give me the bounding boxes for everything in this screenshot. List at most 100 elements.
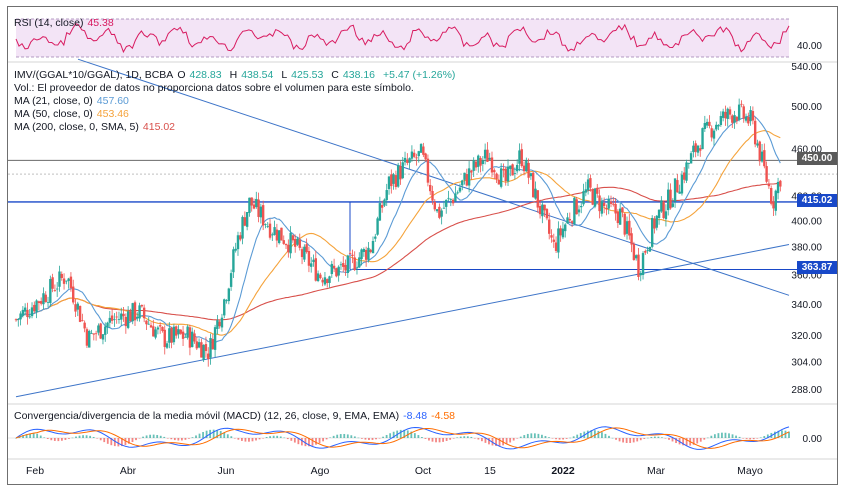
macd-histogram-bar (198, 433, 201, 438)
candle (390, 169, 393, 194)
candle (769, 185, 773, 206)
macd-histogram-bar (318, 438, 321, 444)
candle-body (284, 244, 288, 246)
candle (401, 156, 404, 180)
candle-body (534, 188, 537, 199)
candle-body (644, 250, 647, 253)
candle-body (385, 190, 388, 201)
chart-svg[interactable]: 40.00 0.00 288.00 304.00 320.00 340.00 360.0… (8, 7, 838, 485)
candle (303, 244, 306, 263)
macd-histogram-bar (629, 438, 632, 443)
macd-histogram-bar (378, 438, 381, 439)
candle (586, 174, 590, 195)
candle-body (454, 193, 457, 202)
candle-body (266, 226, 269, 227)
candle (396, 162, 400, 188)
candle-body (769, 187, 773, 204)
candle (147, 316, 150, 325)
candle (380, 200, 384, 213)
candle-body (408, 158, 411, 163)
candle (596, 183, 599, 198)
candle-body (749, 110, 752, 122)
macd-histogram-bar (357, 437, 360, 439)
macd-histogram-bar (643, 438, 646, 439)
candle (140, 304, 144, 308)
candle-body (689, 153, 693, 164)
candle-body (310, 263, 313, 267)
candle (486, 142, 489, 162)
candle (149, 322, 153, 328)
candle-body (120, 313, 123, 320)
candle-body (442, 207, 446, 209)
candle (733, 110, 736, 129)
candle-body (62, 278, 66, 284)
macd-histogram-bar (188, 438, 190, 439)
candle-body (641, 253, 645, 276)
candle-body (250, 197, 253, 206)
candle-body (179, 329, 182, 334)
candle-body (348, 253, 352, 254)
macd-histogram-bar (332, 435, 335, 438)
candle-body (152, 326, 155, 337)
candle (316, 270, 320, 283)
candle-body (376, 218, 379, 235)
candle-body (23, 307, 27, 312)
candle-body (72, 286, 75, 303)
candle-body (639, 273, 642, 276)
candle-body (433, 201, 436, 210)
candle-body (728, 109, 732, 115)
macd-histogram-bar (459, 436, 462, 438)
candle-body (358, 257, 361, 268)
candle-body (145, 320, 148, 325)
candle (554, 236, 558, 254)
candle (598, 189, 601, 219)
candle (181, 325, 185, 347)
candle (483, 143, 487, 165)
macd-histogram-bar (749, 438, 752, 440)
candle-body (694, 143, 697, 152)
candle-body (26, 309, 29, 318)
macd-histogram-bar (389, 433, 392, 438)
candle (293, 234, 297, 253)
candle-body (527, 162, 530, 178)
macd-histogram-bar (96, 438, 99, 439)
candle (378, 196, 382, 222)
candle-body (680, 174, 684, 194)
candle-body (660, 200, 663, 212)
candle (305, 238, 308, 254)
candle-body (543, 204, 546, 211)
macd-histogram-bar (173, 438, 176, 441)
candle (671, 198, 674, 208)
macd-histogram-bar (438, 438, 441, 443)
macd-histogram-bar (565, 438, 568, 439)
macd-histogram-bar (449, 438, 452, 440)
candle-body (488, 157, 491, 160)
macd-histogram-bar (135, 438, 137, 441)
candle (241, 215, 244, 245)
candle (728, 106, 732, 120)
macd-histogram-bar (597, 430, 600, 438)
candle (561, 221, 565, 240)
candle-body (140, 305, 144, 307)
candle (639, 270, 642, 282)
candle (772, 196, 775, 217)
candle (19, 311, 22, 326)
candle (394, 170, 398, 190)
macd-histogram-bar (463, 436, 466, 438)
macd-histogram-bar (60, 438, 63, 441)
candle-body (362, 248, 366, 253)
candle (218, 320, 221, 329)
candle (374, 233, 377, 242)
candle-body (463, 172, 466, 180)
candle-body (314, 258, 317, 281)
rsi-legend: RSI (14, close) 45.38 (14, 17, 118, 30)
candle (403, 151, 407, 166)
candle (204, 336, 208, 358)
ohlc-low: L 425.53 (281, 69, 324, 81)
candle (255, 191, 258, 209)
candle-body (575, 199, 578, 215)
candle (261, 200, 265, 231)
candle (573, 196, 576, 226)
candle (541, 200, 544, 224)
candle (33, 301, 36, 314)
